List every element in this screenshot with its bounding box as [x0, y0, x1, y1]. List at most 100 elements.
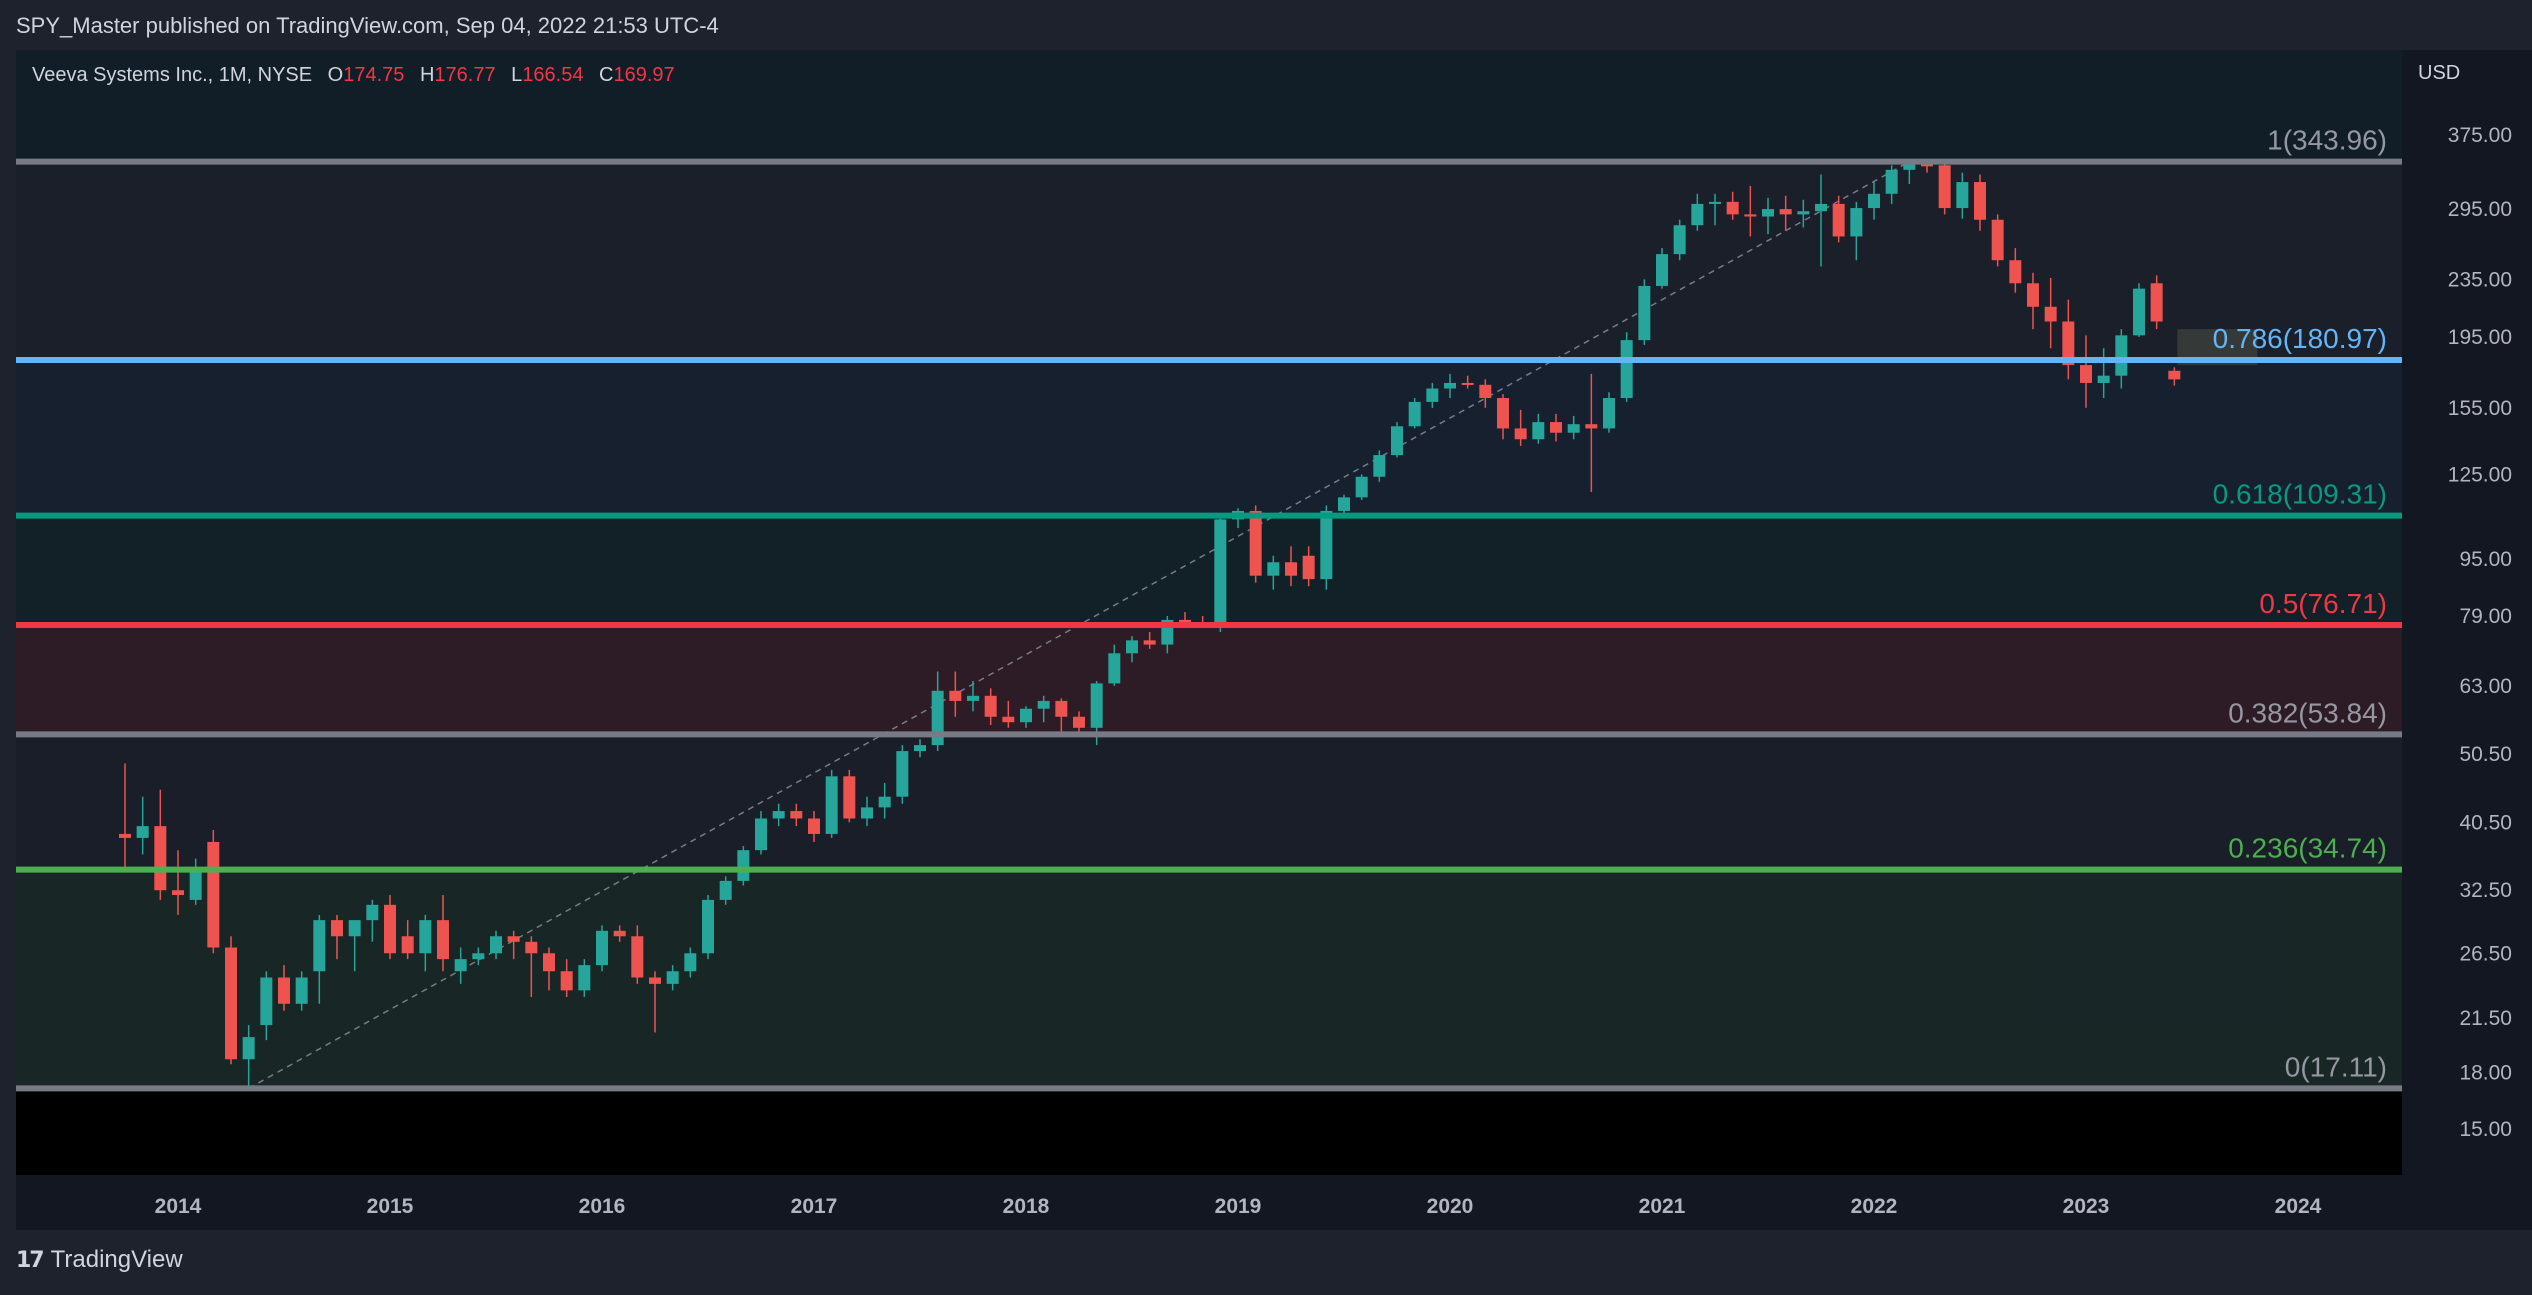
x-tick-label: 2024	[2275, 1195, 2322, 1218]
candle-body	[119, 833, 131, 838]
candle	[1709, 193, 1721, 226]
fib-label: 0.618(109.31)	[2213, 479, 2387, 510]
y-tick-label: 125.00	[2448, 463, 2512, 486]
candle-body	[825, 776, 838, 834]
chart-area[interactable]	[16, 50, 2532, 1230]
y-tick-label: 32.50	[2459, 879, 2512, 902]
candle-body	[1779, 209, 1792, 215]
candle	[1338, 494, 1350, 514]
candle-body	[384, 904, 396, 954]
candle-body	[472, 953, 485, 960]
candle-body	[507, 936, 520, 942]
candle-body	[596, 930, 608, 966]
high-value: 176.77	[434, 64, 496, 86]
candle	[136, 796, 149, 855]
candle	[649, 971, 661, 1033]
y-tick-label: 26.50	[2459, 942, 2512, 965]
fib-zone	[16, 734, 2402, 870]
candle-body	[1108, 653, 1121, 684]
candle-body	[1797, 211, 1810, 215]
y-tick-label: 155.00	[2448, 397, 2512, 420]
candle-body	[1956, 182, 1969, 209]
candle	[2027, 272, 2039, 330]
candle	[525, 936, 538, 998]
candle	[1850, 201, 1863, 261]
candle	[331, 914, 343, 960]
candle-body	[949, 690, 962, 701]
candle-body	[896, 751, 909, 797]
candle-body	[278, 977, 290, 1004]
candle-body	[1938, 165, 1951, 209]
candle-body	[1868, 193, 1880, 209]
candle-body	[649, 977, 661, 984]
candle-body	[1285, 562, 1297, 576]
tradingview-logo[interactable]: 17 TradingView	[16, 1246, 183, 1274]
candle-body	[1691, 203, 1704, 226]
candle	[1497, 394, 1509, 440]
price-chart[interactable]: 1(343.96) 0.786(180.97) 0.618(109.31) 0.5(7…	[16, 50, 2532, 1230]
candle	[1691, 193, 1704, 231]
candle	[348, 920, 361, 972]
candle-body	[1638, 285, 1651, 341]
candle-body	[560, 971, 573, 991]
candle-body	[1815, 203, 1827, 212]
candle-body	[1355, 476, 1368, 498]
candle-body	[1267, 562, 1280, 576]
candle-body	[1408, 401, 1421, 427]
candle-body	[2027, 283, 2039, 307]
open-label: O	[327, 64, 344, 86]
candle-body	[613, 930, 626, 937]
x-tick-label: 2017	[791, 1195, 838, 1218]
candle	[437, 895, 449, 972]
candle	[1885, 165, 1898, 204]
fib-zone	[16, 869, 2402, 1089]
candle	[1991, 214, 2004, 267]
candle-body	[2044, 306, 2057, 322]
y-tick-label: 375.00	[2448, 124, 2512, 147]
candle	[260, 971, 273, 1041]
fib-zone	[16, 359, 2402, 516]
candle-body	[1320, 510, 1333, 580]
currency-label[interactable]: USD	[2418, 62, 2461, 84]
candle	[967, 680, 979, 712]
candle-body	[543, 953, 555, 972]
candle	[1055, 698, 1068, 734]
candle	[737, 846, 750, 886]
y-tick-label: 295.00	[2448, 198, 2512, 221]
candle	[1550, 413, 1562, 442]
candle-body	[984, 695, 997, 717]
footer-bar	[0, 1230, 2532, 1295]
candle-body	[790, 811, 803, 819]
candle	[278, 965, 290, 1011]
candle-body	[2115, 335, 2128, 376]
close-label: C	[599, 64, 614, 86]
candle	[1815, 174, 1827, 267]
fib-label: 0.382(53.84)	[2228, 697, 2387, 728]
candle	[295, 971, 308, 1011]
candle	[1638, 279, 1651, 345]
candle-body	[719, 880, 732, 900]
x-tick-label: 2023	[2063, 1195, 2110, 1218]
candle	[1002, 700, 1015, 728]
candle	[419, 914, 432, 972]
candle	[1797, 199, 1810, 228]
candle-body	[1002, 716, 1015, 723]
candle-body	[2080, 365, 2092, 383]
candle	[1073, 711, 1085, 734]
candle-body	[666, 971, 679, 984]
candle	[1143, 632, 1156, 649]
candle-body	[1249, 510, 1262, 576]
close-value: 169.97	[613, 64, 675, 86]
candle-body	[684, 953, 697, 972]
fib-label: 0(17.11)	[2285, 1051, 2387, 1082]
candle	[560, 959, 573, 998]
candle	[1037, 695, 1050, 723]
x-tick-label: 2022	[1851, 1195, 1898, 1218]
candle-body	[401, 936, 414, 954]
high-label: H	[419, 64, 435, 86]
candle	[2009, 248, 2022, 293]
candle-body	[225, 947, 237, 1060]
header-bar: SPY_Master published on TradingView.com,…	[0, 0, 2532, 50]
candle-body	[1620, 340, 1633, 399]
candle	[2062, 299, 2075, 380]
